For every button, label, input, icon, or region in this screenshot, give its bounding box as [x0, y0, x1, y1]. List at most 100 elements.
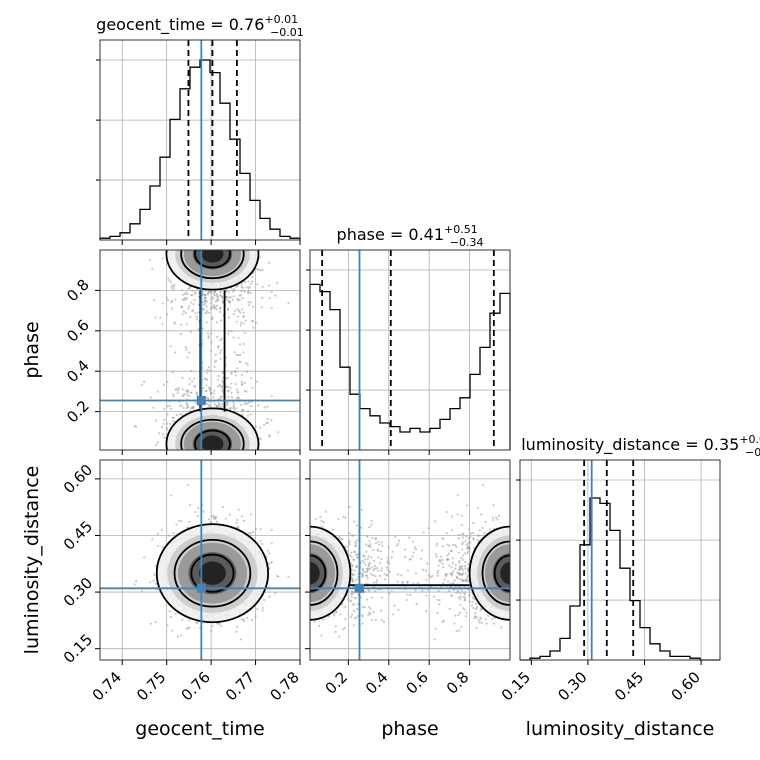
sample-point: [459, 567, 462, 570]
sample-point: [233, 351, 237, 354]
sample-point: [348, 539, 352, 543]
sample-point: [442, 566, 445, 569]
sample-point: [385, 566, 388, 569]
title-upper-error: +0.51: [444, 223, 478, 236]
sample-point: [168, 534, 171, 537]
sample-point: [207, 386, 211, 389]
sample-point: [436, 611, 439, 614]
sample-point: [240, 380, 243, 384]
sample-point: [360, 572, 363, 575]
sample-point: [463, 593, 466, 596]
x-axis-label-phase: phase: [381, 718, 438, 740]
sample-point: [377, 556, 380, 559]
sample-point: [346, 598, 350, 601]
sample-point: [368, 539, 371, 543]
sample-point: [243, 331, 246, 335]
sample-point: [344, 605, 347, 608]
sample-point: [374, 541, 378, 545]
sample-point: [185, 296, 189, 300]
sample-point: [239, 311, 242, 314]
sample-point: [161, 322, 164, 326]
sample-point: [362, 554, 366, 557]
sample-point: [154, 316, 157, 319]
sample-point: [237, 336, 240, 340]
sample-point: [443, 578, 446, 581]
sample-point: [465, 535, 468, 538]
sample-point: [204, 296, 207, 300]
sample-point: [242, 315, 245, 319]
sample-point: [161, 545, 164, 548]
sample-point: [374, 618, 377, 622]
sample-point: [219, 307, 222, 310]
sample-point: [210, 302, 213, 305]
sample-point: [189, 391, 192, 394]
sample-point: [324, 510, 327, 513]
sample-point: [196, 514, 199, 517]
sample-point: [380, 596, 384, 599]
sample-point: [459, 598, 462, 601]
sample-point: [205, 389, 208, 393]
sample-point: [460, 589, 464, 592]
sample-point: [480, 513, 483, 516]
sample-point: [467, 528, 471, 531]
sample-point: [250, 405, 253, 408]
sample-point: [160, 425, 164, 429]
sample-point: [191, 289, 194, 292]
sample-point: [333, 614, 336, 617]
sample-point: [211, 316, 214, 319]
sample-point: [267, 261, 271, 264]
sample-point: [245, 616, 249, 619]
sample-point: [472, 521, 475, 525]
sample-point: [270, 542, 273, 545]
sample-point: [483, 532, 486, 535]
sample-point: [458, 611, 462, 615]
sample-point: [425, 594, 428, 597]
sample-point: [466, 574, 469, 578]
sample-point: [457, 551, 460, 554]
sample-point: [441, 558, 444, 561]
sample-point: [188, 520, 191, 523]
sample-point: [414, 572, 417, 575]
sample-point: [229, 386, 232, 390]
sample-point: [372, 569, 375, 572]
sample-point: [437, 589, 440, 592]
sample-point: [254, 321, 258, 324]
sample-point: [174, 388, 177, 391]
sample-point: [425, 578, 428, 581]
sample-point: [466, 552, 469, 555]
sample-point: [189, 315, 192, 318]
sample-point: [471, 596, 474, 599]
sample-point: [456, 494, 459, 497]
hist-panel-luminosity_distance: luminosity_distance = 0.35+0.07−0.06: [516, 433, 760, 661]
sample-point: [405, 598, 408, 602]
sample-point: [206, 369, 209, 372]
sample-point: [216, 297, 219, 300]
sample-point: [475, 605, 479, 608]
sample-point: [348, 543, 351, 546]
sample-point: [221, 505, 225, 509]
sample-point: [477, 618, 480, 622]
sample-point: [261, 285, 264, 288]
sample-point: [467, 537, 471, 540]
sample-point: [168, 422, 172, 425]
sample-point: [353, 569, 356, 572]
sample-point: [431, 574, 434, 578]
sample-point: [376, 569, 380, 572]
panel-geocent_time-vs-phase: [99, 249, 301, 451]
sample-point: [170, 307, 174, 310]
sample-point: [219, 294, 222, 297]
sample-point: [366, 574, 369, 577]
sample-point: [350, 555, 353, 558]
sample-point: [383, 572, 386, 576]
sample-point: [239, 294, 242, 297]
sample-point: [235, 397, 239, 400]
sample-point: [445, 510, 448, 514]
sample-point: [259, 256, 262, 259]
sample-point: [327, 615, 331, 618]
sample-point: [372, 581, 375, 584]
sample-point: [204, 293, 207, 296]
axis-frame: [309, 459, 511, 661]
sample-point: [462, 558, 465, 561]
histogram: [309, 283, 511, 450]
sample-point: [476, 534, 479, 537]
